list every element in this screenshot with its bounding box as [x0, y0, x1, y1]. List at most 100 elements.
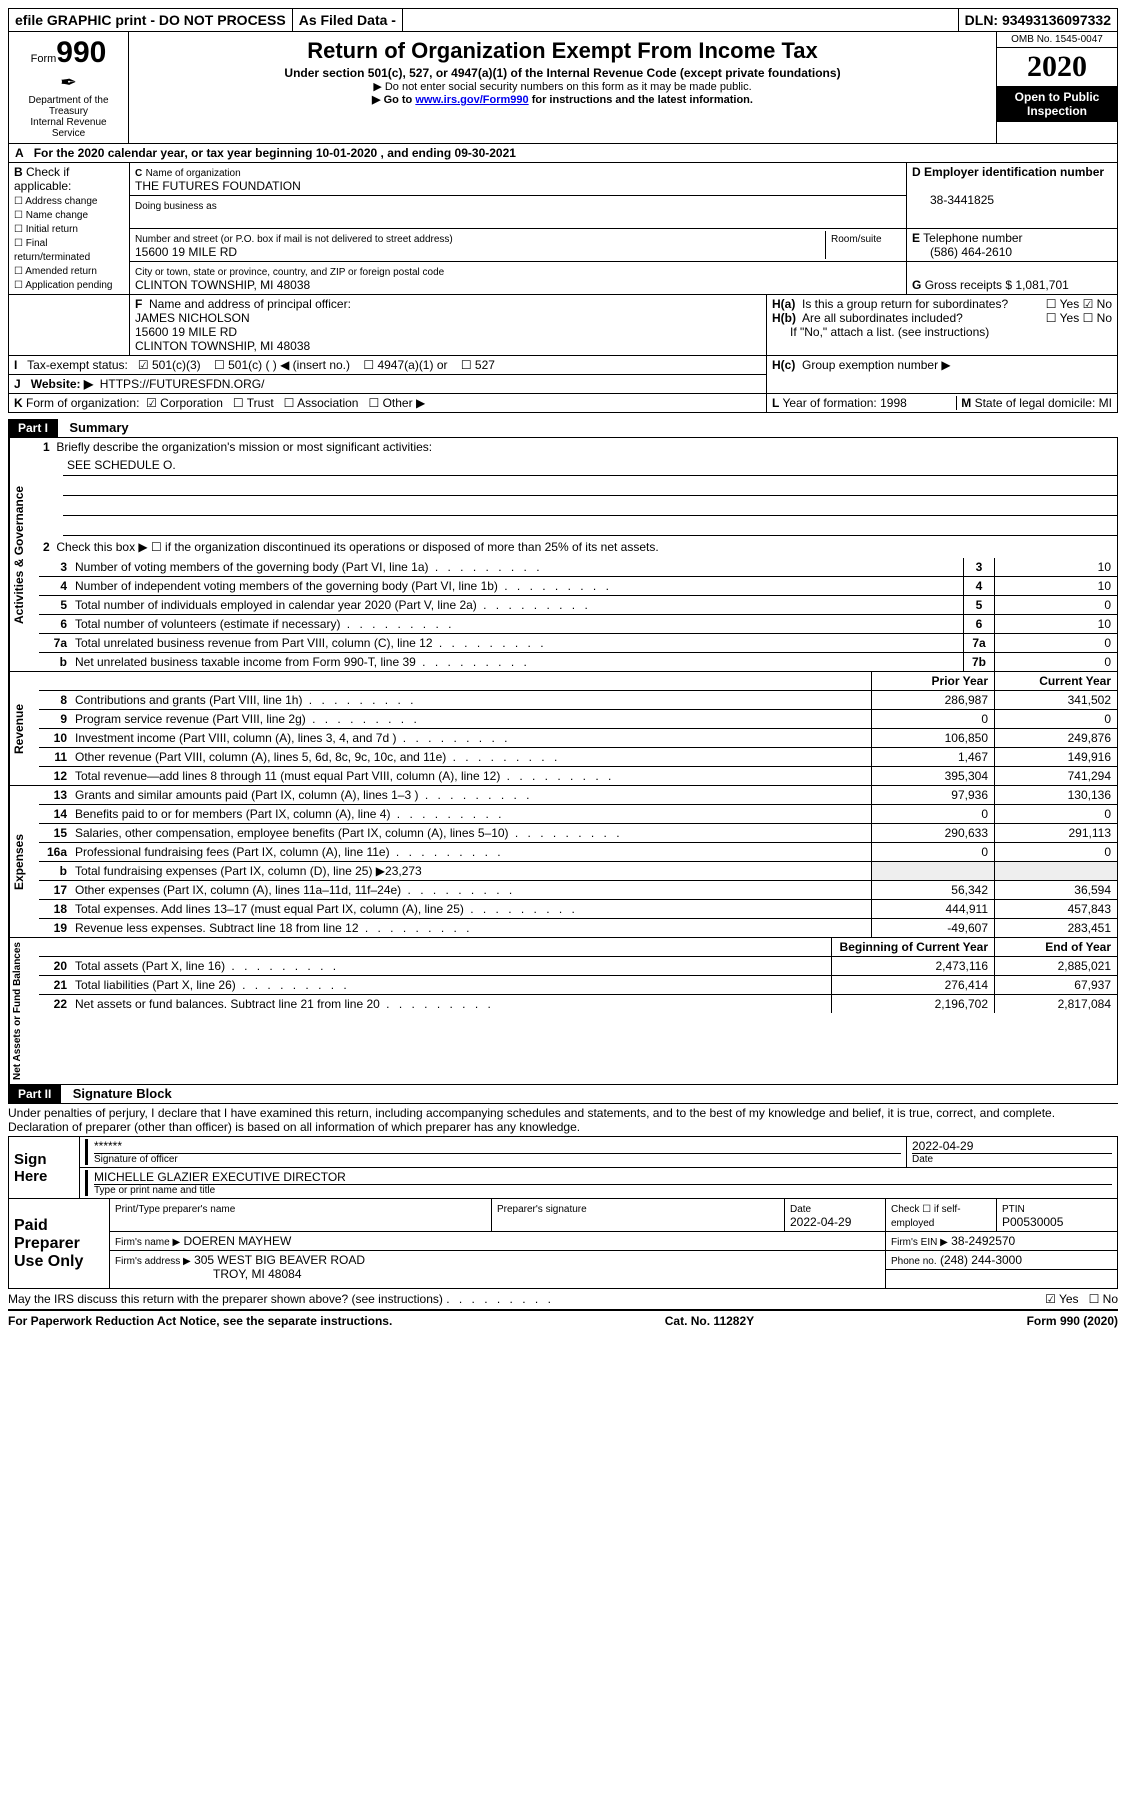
- exp-row: 13 Grants and similar amounts paid (Part…: [39, 786, 1117, 805]
- l2-num: 2: [43, 540, 50, 554]
- ein-value: 38-3441825: [912, 193, 1112, 207]
- l1-text: Briefly describe the organization's miss…: [56, 440, 432, 454]
- form-number: 990: [56, 36, 106, 69]
- check-other[interactable]: [369, 396, 383, 410]
- e-letter: E: [912, 231, 920, 245]
- ag-row: 6 Total number of volunteers (estimate i…: [39, 615, 1117, 634]
- hb-yes[interactable]: [1046, 311, 1060, 325]
- ha-text: Is this a group return for subordinates?: [802, 297, 1008, 311]
- website-value: HTTPS://FUTURESFDN.ORG/: [100, 377, 265, 391]
- paid-preparer-table: Paid Preparer Use Only Print/Type prepar…: [8, 1199, 1118, 1289]
- hb-no[interactable]: [1083, 311, 1097, 325]
- street-address: 15600 19 MILE RD: [135, 245, 237, 259]
- officer-name-title: MICHELLE GLAZIER EXECUTIVE DIRECTOR: [94, 1170, 346, 1184]
- discuss-yes[interactable]: [1045, 1292, 1059, 1306]
- prep-self-emp[interactable]: Check ☐ if self-employed: [891, 1204, 961, 1229]
- na-row: 20 Total assets (Part X, line 16) 2,473,…: [39, 957, 1117, 976]
- hdr-curr: Current Year: [994, 672, 1117, 690]
- subtitle-3b: for instructions and the latest informat…: [529, 94, 753, 106]
- dln-value: 93493136097332: [1002, 12, 1111, 28]
- check-amended[interactable]: Amended return: [14, 266, 97, 277]
- check-initial-return[interactable]: Initial return: [14, 224, 78, 235]
- check-trust[interactable]: [233, 396, 247, 410]
- firm-phone-label: Phone no.: [891, 1256, 937, 1267]
- check-501c3[interactable]: [138, 358, 152, 372]
- net-assets-section: Net Assets or Fund Balances Beginning of…: [8, 938, 1118, 1085]
- f-letter: F: [135, 297, 142, 311]
- j-letter: J: [14, 377, 21, 391]
- na-row: 21 Total liabilities (Part X, line 26) 2…: [39, 976, 1117, 995]
- efile-label: efile GRAPHIC print - DO NOT PROCESS: [9, 9, 293, 31]
- yof-label: Year of formation:: [782, 396, 876, 410]
- sig-date: 2022-04-29: [912, 1139, 973, 1153]
- firm-addr2: TROY, MI 48084: [115, 1267, 302, 1281]
- tel-label: Telephone number: [923, 231, 1022, 245]
- prep-date: 2022-04-29: [790, 1215, 851, 1229]
- exp-row: 15 Salaries, other compensation, employe…: [39, 824, 1117, 843]
- check-corp[interactable]: [146, 396, 160, 410]
- ptin-value: P00530005: [1002, 1215, 1063, 1229]
- officer-name: JAMES NICHOLSON: [135, 311, 250, 325]
- footer: For Paperwork Reduction Act Notice, see …: [8, 1311, 1118, 1328]
- ha-no[interactable]: [1083, 297, 1097, 311]
- entity-info-table: B Check if applicable: Address change Na…: [8, 163, 1118, 295]
- form-header: Form990 ✒ Department of the Treasury Int…: [8, 32, 1118, 144]
- exp-row: b Total fundraising expenses (Part IX, c…: [39, 862, 1117, 881]
- tax-status-label: Tax-exempt status:: [27, 358, 128, 372]
- rev-row: 10 Investment income (Part VIII, column …: [39, 729, 1117, 748]
- check-assoc[interactable]: [284, 396, 297, 410]
- check-final-return[interactable]: Final return/terminated: [14, 238, 90, 263]
- website-label: Website: ▶: [31, 377, 93, 391]
- ha-yes[interactable]: [1046, 297, 1060, 311]
- tax-year: 2020: [997, 48, 1117, 86]
- hc-text: Group exemption number ▶: [802, 358, 951, 372]
- prep-sig-label: Preparer's signature: [497, 1204, 587, 1215]
- city-label: City or town, state or province, country…: [135, 267, 444, 278]
- officer-addr2: CLINTON TOWNSHIP, MI 48038: [135, 339, 310, 353]
- firm-addr1: 305 WEST BIG BEAVER ROAD: [194, 1253, 365, 1267]
- dln: DLN: 93493136097332: [958, 9, 1117, 31]
- l1-num: 1: [43, 440, 50, 454]
- prep-date-label: Date: [790, 1204, 811, 1215]
- check-527[interactable]: [461, 358, 475, 372]
- ein-label: Employer identification number: [924, 165, 1104, 179]
- hb-note: If "No," attach a list. (see instruction…: [772, 325, 1112, 339]
- vert-rev: Revenue: [9, 672, 39, 785]
- po-label: Name and address of principal officer:: [149, 297, 351, 311]
- treasury-icon: ✒: [13, 70, 124, 95]
- top-bar: efile GRAPHIC print - DO NOT PROCESS As …: [8, 8, 1118, 32]
- dln-prefix: DLN:: [965, 12, 998, 28]
- paid-preparer-label: Paid Preparer Use Only: [9, 1199, 110, 1289]
- firm-name-label: Firm's name ▶: [115, 1237, 180, 1248]
- check-app-pending[interactable]: Application pending: [14, 280, 113, 291]
- check-4947[interactable]: [363, 358, 377, 372]
- subtitle-1: Under section 501(c), 527, or 4947(a)(1)…: [135, 66, 990, 80]
- b-letter: B: [14, 165, 23, 179]
- irs-link[interactable]: www.irs.gov/Form990: [415, 94, 528, 106]
- check-501c[interactable]: [214, 358, 228, 372]
- hdr-eoy: End of Year: [994, 938, 1117, 956]
- footer-right: Form 990 (2020): [1027, 1314, 1118, 1328]
- discuss-no[interactable]: [1089, 1292, 1103, 1306]
- exp-row: 16a Professional fundraising fees (Part …: [39, 843, 1117, 862]
- row-a: A For the 2020 calendar year, or tax yea…: [8, 144, 1118, 163]
- check-name-change[interactable]: Name change: [14, 210, 88, 221]
- firm-ein: 38-2492570: [951, 1234, 1015, 1248]
- gross-label: Gross receipts $: [925, 278, 1012, 292]
- revenue-section: Revenue Prior Year Current Year 8 Contri…: [8, 672, 1118, 786]
- d-letter: D: [912, 165, 921, 179]
- rev-row: 12 Total revenue—add lines 8 through 11 …: [39, 767, 1117, 785]
- city-state-zip: CLINTON TOWNSHIP, MI 48038: [135, 278, 310, 292]
- firm-name: DOEREN MAYHEW: [184, 1234, 292, 1248]
- prep-name-label: Print/Type preparer's name: [115, 1204, 235, 1215]
- officer-group-table: F Name and address of principal officer:…: [8, 295, 1118, 413]
- org-name-label: Name of organization: [146, 168, 241, 179]
- room-label: Room/suite: [831, 234, 882, 245]
- org-name: THE FUTURES FOUNDATION: [135, 179, 301, 193]
- check-address-change[interactable]: Address change: [14, 196, 97, 207]
- ag-row: 3 Number of voting members of the govern…: [39, 558, 1117, 577]
- dept-1: Department of the: [13, 95, 124, 106]
- asfiled-label: As Filed Data -: [293, 9, 403, 31]
- footer-mid: Cat. No. 11282Y: [665, 1314, 754, 1328]
- l-letter: L: [772, 396, 779, 410]
